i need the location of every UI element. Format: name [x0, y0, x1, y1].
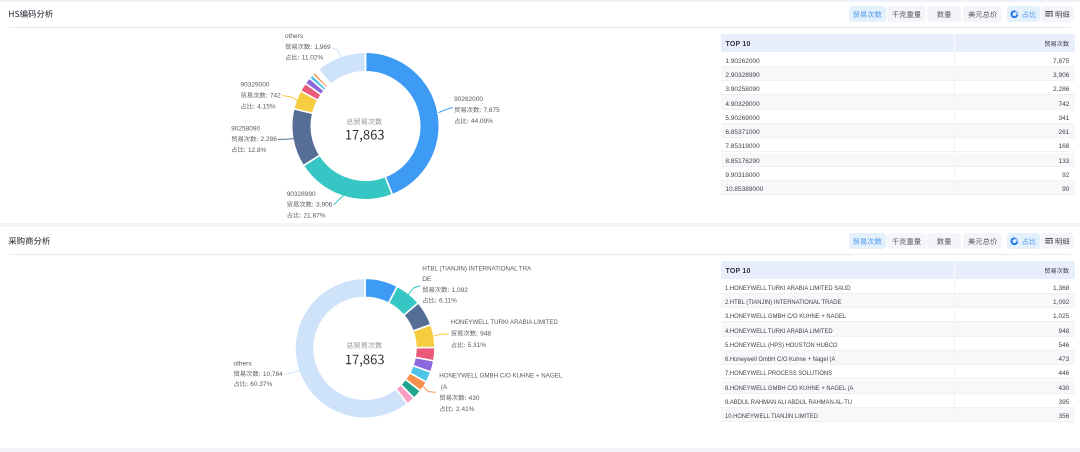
- svg-text:HTBL (TIANJIN) INTERNATIONAL T: HTBL (TIANJIN) INTERNATIONAL TRA: [422, 265, 532, 272]
- svg-text:3,906: 3,906: [316, 202, 333, 209]
- svg-text:1,969: 1,969: [314, 44, 331, 51]
- svg-text:HONEYWELL TURKI ARABIA LIMITED: HONEYWELL TURKI ARABIA LIMITED: [451, 319, 558, 326]
- svg-text:6.11%: 6.11%: [439, 298, 457, 305]
- svg-text:5.31%: 5.31%: [468, 342, 487, 349]
- svg-text:(A: (A: [441, 384, 448, 391]
- svg-text:742: 742: [270, 93, 281, 100]
- svg-text:4.15%: 4.15%: [257, 104, 276, 111]
- svg-text:430: 430: [469, 395, 480, 402]
- svg-text:90328990: 90328990: [287, 191, 316, 198]
- svg-text:others: others: [234, 361, 253, 368]
- svg-text:60.37%: 60.37%: [250, 381, 272, 388]
- svg-text:948: 948: [480, 331, 491, 338]
- svg-text:HONEYWELL GMBH C/O KUHNE + NAG: HONEYWELL GMBH C/O KUHNE + NAGEL: [439, 373, 562, 380]
- svg-text:2.41%: 2.41%: [456, 406, 475, 413]
- svg-text:1,092: 1,092: [452, 287, 469, 294]
- svg-text:11.02%: 11.02%: [302, 55, 324, 62]
- svg-text:2,286: 2,286: [261, 136, 278, 143]
- svg-text:DE: DE: [422, 276, 432, 283]
- svg-text:90329000: 90329000: [241, 81, 270, 88]
- svg-text:others: others: [285, 33, 304, 40]
- svg-text:90258090: 90258090: [231, 126, 260, 133]
- svg-text:21.87%: 21.87%: [303, 212, 325, 219]
- svg-text:90262000: 90262000: [454, 96, 483, 103]
- svg-text:12.8%: 12.8%: [248, 147, 267, 154]
- svg-text:10,784: 10,784: [263, 371, 283, 378]
- svg-text:7,875: 7,875: [483, 107, 500, 114]
- svg-text:44.09%: 44.09%: [471, 118, 493, 125]
